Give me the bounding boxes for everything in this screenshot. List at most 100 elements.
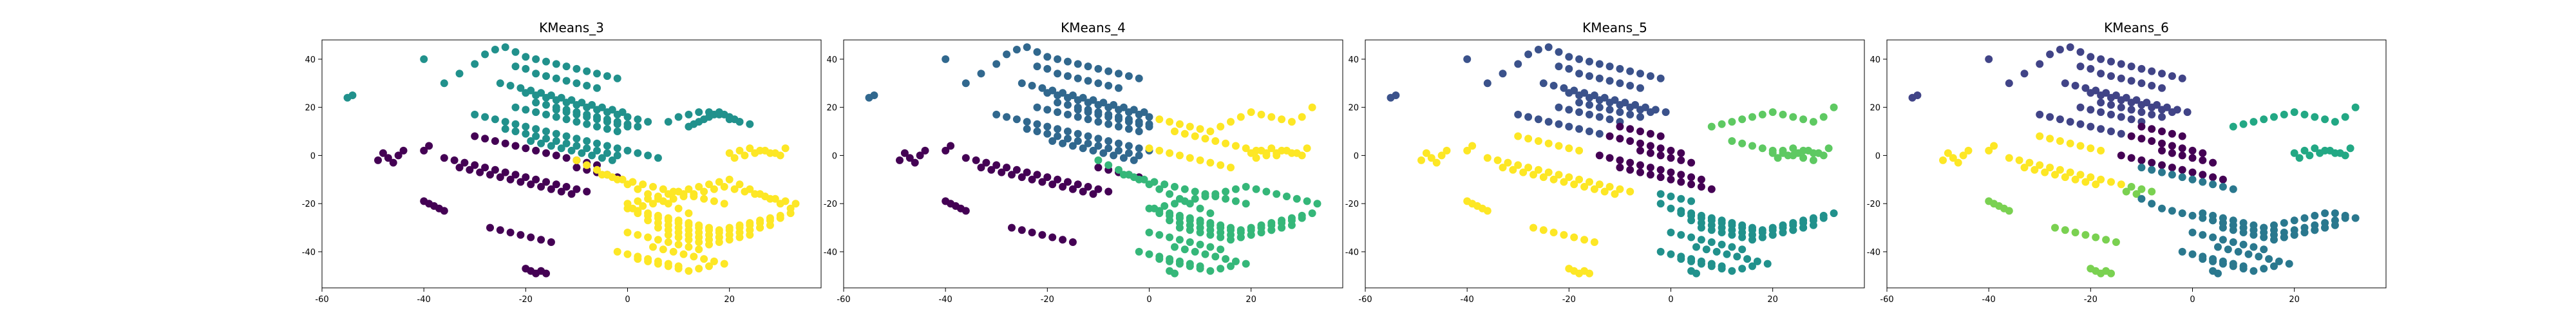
scatter-point-cluster-1 xyxy=(562,115,571,124)
y-tick-label: -40 xyxy=(824,248,837,258)
scatter-point-cluster-2 xyxy=(1830,209,1838,218)
scatter-point-cluster-2 xyxy=(761,146,769,155)
scatter-point-cluster-1 xyxy=(644,151,652,160)
scatter-point-cluster-1 xyxy=(532,99,540,107)
scatter-point-cluster-1 xyxy=(583,120,591,128)
scatter-point-cluster-5 xyxy=(2107,178,2115,186)
scatter-point-cluster-5 xyxy=(2031,166,2039,174)
scatter-point-cluster-4 xyxy=(2122,187,2130,196)
scatter-point-cluster-0 xyxy=(2219,175,2227,184)
scatter-point-cluster-1 xyxy=(552,106,560,114)
scatter-point-cluster-1 xyxy=(2127,115,2136,124)
scatter-point-cluster-1 xyxy=(1104,113,1113,121)
scatter-point-cluster-2 xyxy=(2270,262,2278,270)
scatter-point-cluster-3 xyxy=(1768,108,1777,117)
scatter-point-cluster-1 xyxy=(583,82,591,90)
scatter-point-cluster-3 xyxy=(1830,103,1838,111)
scatter-point-cluster-1 xyxy=(1064,110,1072,118)
scatter-point-cluster-2 xyxy=(1738,233,1747,242)
scatter-point-cluster-2 xyxy=(710,257,718,265)
scatter-point-cluster-2 xyxy=(1150,204,1159,213)
scatter-point-cluster-5 xyxy=(2041,168,2049,176)
scatter-point-cluster-2 xyxy=(2260,233,2268,242)
x-tick-label: 20 xyxy=(1245,295,1256,305)
scatter-point-cluster-4 xyxy=(2148,187,2156,196)
scatter-point-cluster-0 xyxy=(900,149,909,157)
scatter-point-cluster-0 xyxy=(2199,149,2207,157)
scatter-point-cluster-1 xyxy=(1064,57,1072,66)
scatter-point-cluster-1 xyxy=(491,115,499,124)
scatter-point-cluster-1 xyxy=(1064,100,1072,109)
scatter-point-cluster-5 xyxy=(1964,146,1973,155)
scatter-point-cluster-2 xyxy=(690,190,698,198)
scatter-point-cluster-2 xyxy=(674,240,683,249)
y-tick-label: 20 xyxy=(1348,104,1359,113)
scatter-point-cluster-0 xyxy=(1677,178,1685,186)
scatter-point-cluster-2 xyxy=(735,146,744,155)
scatter-point-cluster-1 xyxy=(1104,67,1113,75)
scatter-point-cluster-3 xyxy=(1166,118,1174,126)
scatter-point-cluster-2 xyxy=(2188,211,2197,220)
scatter-point-cluster-1 xyxy=(613,128,621,135)
scatter-point-cluster-5 xyxy=(2015,156,2023,164)
scatter-point-cluster-1 xyxy=(557,144,565,153)
scatter-point-cluster-3 xyxy=(1267,144,1276,153)
scatter-point-cluster-1 xyxy=(573,142,581,150)
scatter-point-cluster-5 xyxy=(2097,146,2105,155)
scatter-point-cluster-2 xyxy=(700,255,708,263)
scatter-point-cluster-1 xyxy=(1012,46,1021,53)
scatter-point-cluster-1 xyxy=(1605,62,1614,71)
scatter-point-cluster-1 xyxy=(685,110,693,118)
scatter-point-cluster-1 xyxy=(593,139,601,147)
scatter-point-cluster-4 xyxy=(1463,146,1472,155)
scatter-point-cluster-1 xyxy=(2117,103,2125,111)
scatter-point-cluster-0 xyxy=(1089,190,1097,198)
scatter-point-cluster-2 xyxy=(1217,233,1225,242)
scatter-point-cluster-2 xyxy=(1677,255,1685,263)
scatter-point-cluster-2 xyxy=(725,149,734,157)
scatter-point-cluster-1 xyxy=(2127,106,2136,114)
scatter-point-cluster-5 xyxy=(2025,158,2034,167)
scatter-point-cluster-4 xyxy=(1565,173,1573,182)
scatter-point-cluster-1 xyxy=(562,62,571,71)
scatter-point-cluster-2 xyxy=(735,233,744,242)
scatter-point-cluster-1 xyxy=(2097,125,2105,133)
scatter-point-cluster-0 xyxy=(567,190,576,198)
scatter-point-cluster-1 xyxy=(2061,79,2069,88)
scatter-point-cluster-4 xyxy=(1539,226,1548,234)
scatter-point-cluster-0 xyxy=(583,187,591,196)
scatter-point-cluster-1 xyxy=(1094,118,1103,126)
scatter-point-cluster-1 xyxy=(1575,70,1584,78)
scatter-point-cluster-3 xyxy=(1196,125,1204,133)
scatter-point-cluster-2 xyxy=(1196,265,1204,273)
scatter-point-cluster-1 xyxy=(542,57,550,66)
scatter-point-cluster-1 xyxy=(562,99,571,107)
scatter-point-cluster-2 xyxy=(1692,269,1700,278)
scatter-point-cluster-0 xyxy=(1038,231,1046,239)
scatter-point-cluster-2 xyxy=(2219,183,2227,191)
scatter-point-cluster-0 xyxy=(1059,183,1067,191)
scatter-point-cluster-4 xyxy=(1509,166,1517,174)
scatter-point-cluster-1 xyxy=(532,125,540,133)
scatter-point-cluster-3 xyxy=(1252,146,1260,155)
scatter-point-cluster-2 xyxy=(705,240,713,249)
scatter-point-cluster-2 xyxy=(781,197,790,205)
scatter-point-cluster-1 xyxy=(348,91,357,99)
x-tick-label: -20 xyxy=(519,295,533,305)
scatter-point-cluster-4 xyxy=(2112,238,2120,246)
scatter-point-cluster-3 xyxy=(1155,146,1164,155)
scatter-point-cluster-3 xyxy=(2336,149,2344,157)
scatter-point-cluster-1 xyxy=(1104,144,1113,153)
scatter-point-cluster-1 xyxy=(1135,110,1143,118)
scatter-point-cluster-1 xyxy=(593,84,601,92)
scatter-point-cluster-0 xyxy=(2148,125,2156,133)
scatter-point-cluster-4 xyxy=(2132,190,2141,198)
y-tick-label: 40 xyxy=(1870,55,1880,65)
scatter-point-cluster-2 xyxy=(1227,262,1235,270)
scatter-point-cluster-1 xyxy=(542,93,550,102)
scatter-point-cluster-1 xyxy=(522,129,530,138)
scatter-point-cluster-1 xyxy=(532,132,540,140)
scatter-point-cluster-2 xyxy=(644,194,652,203)
scatter-point-cluster-1 xyxy=(1115,70,1122,78)
